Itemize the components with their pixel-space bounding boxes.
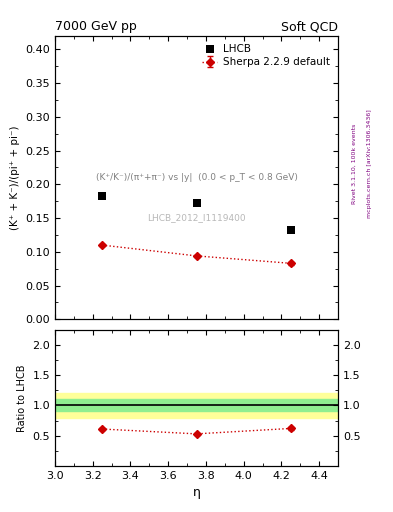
Line: LHCB: LHCB — [98, 191, 295, 234]
LHCB — [194, 200, 199, 206]
Text: Rivet 3.1.10, 100k events: Rivet 3.1.10, 100k events — [352, 124, 357, 204]
Text: mcplots.cern.ch [arXiv:1306.3436]: mcplots.cern.ch [arXiv:1306.3436] — [367, 110, 373, 218]
Text: Soft QCD: Soft QCD — [281, 20, 338, 33]
LHCB — [100, 193, 105, 199]
Y-axis label: (K⁺ + K⁻)/(pi⁺ + pi⁻): (K⁺ + K⁻)/(pi⁺ + pi⁻) — [10, 125, 20, 230]
Bar — [55, 399, 338, 412]
X-axis label: η: η — [193, 486, 200, 499]
Text: 7000 GeV pp: 7000 GeV pp — [55, 20, 137, 33]
Bar — [55, 393, 338, 417]
LHCB — [288, 227, 293, 233]
Text: LHCB_2012_I1119400: LHCB_2012_I1119400 — [147, 213, 246, 222]
Text: (K⁺/K⁻)/(π⁺+π⁻) vs |y|  (0.0 < p_T < 0.8 GeV): (K⁺/K⁻)/(π⁺+π⁻) vs |y| (0.0 < p_T < 0.8 … — [95, 173, 298, 182]
Y-axis label: Ratio to LHCB: Ratio to LHCB — [17, 364, 27, 432]
Legend: LHCB, Sherpa 2.2.9 default: LHCB, Sherpa 2.2.9 default — [199, 41, 333, 71]
